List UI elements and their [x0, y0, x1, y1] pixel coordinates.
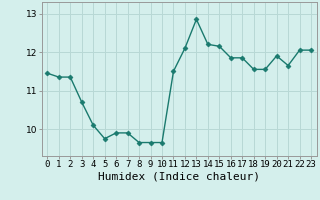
X-axis label: Humidex (Indice chaleur): Humidex (Indice chaleur): [98, 172, 260, 182]
